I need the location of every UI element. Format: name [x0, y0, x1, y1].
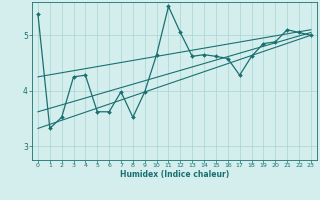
- X-axis label: Humidex (Indice chaleur): Humidex (Indice chaleur): [120, 170, 229, 179]
